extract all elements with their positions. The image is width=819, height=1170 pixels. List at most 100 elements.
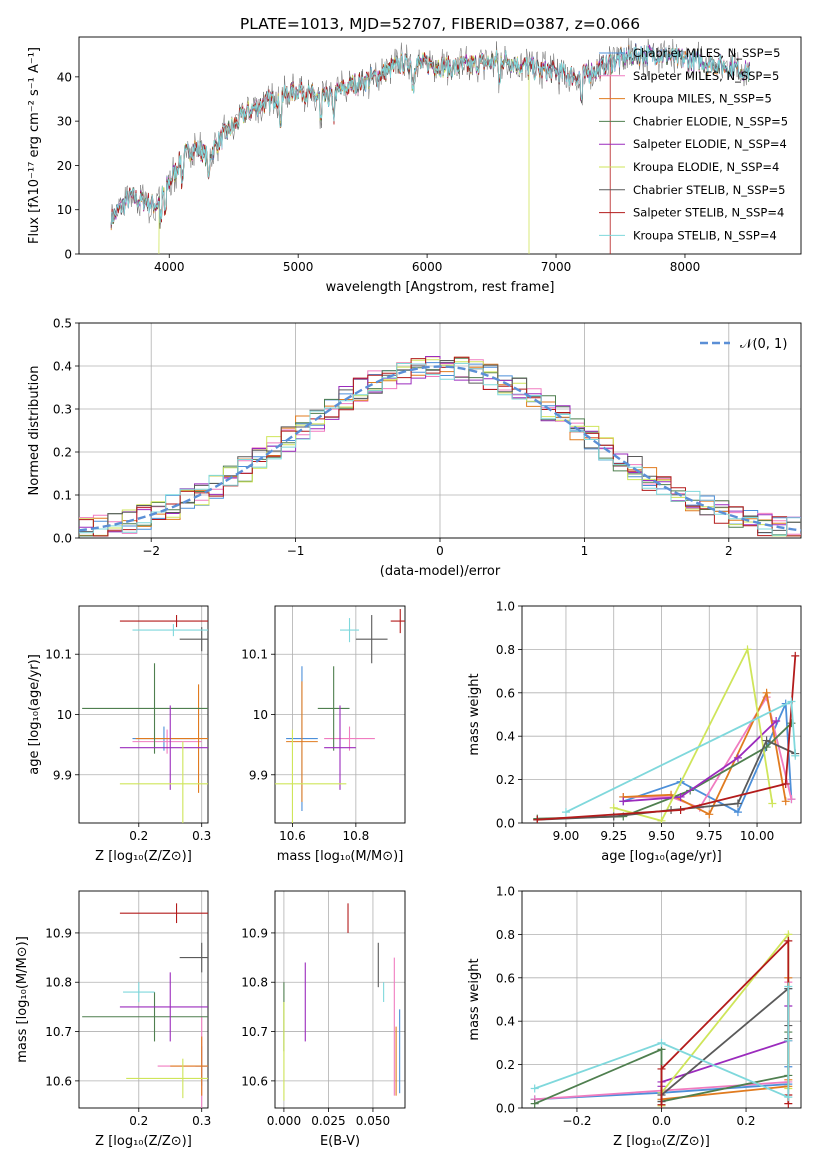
x-axis-label: mass [log₁₀(M/M⊙)] xyxy=(277,849,404,864)
mass-weight-marker xyxy=(784,982,793,991)
x-tick-label: 0.050 xyxy=(356,1114,390,1128)
mass-weight-line xyxy=(537,655,797,821)
y-tick-label: 0.1 xyxy=(53,489,72,503)
y-tick-label: 0.0 xyxy=(496,817,515,831)
residual-histogram xyxy=(79,362,801,536)
mass-weight-marker xyxy=(743,645,752,654)
x-tick-label: 9.25 xyxy=(600,829,627,843)
y-tick-label: 10.6 xyxy=(241,1074,268,1088)
x-tick-label: 9.50 xyxy=(648,829,675,843)
y-tick-label: 9.9 xyxy=(53,768,72,782)
mass-weight-marker xyxy=(533,815,542,823)
mass-weight-marker xyxy=(609,803,618,812)
y-tick-label: 10 xyxy=(57,203,72,217)
x-tick-label: 6000 xyxy=(412,260,443,274)
y-tick-label: 0.0 xyxy=(496,1102,515,1116)
x-tick-label: 0.000 xyxy=(267,1114,301,1128)
mass-weight-marker xyxy=(787,795,796,804)
y-tick-label: 0.2 xyxy=(496,1058,515,1072)
axes-frame xyxy=(78,36,802,255)
x-tick-label: 0 xyxy=(436,544,444,558)
mass-weight-marker xyxy=(530,1099,539,1108)
x-tick-label: −0.2 xyxy=(562,1114,591,1128)
x-tick-label: 9.75 xyxy=(696,829,723,843)
gaussian-reference-curve xyxy=(79,365,801,532)
y-tick-label: 0.4 xyxy=(53,360,72,374)
x-tick-label: 0.2 xyxy=(129,1114,148,1128)
y-tick-label: 1.0 xyxy=(496,600,515,614)
x-tick-label: 5000 xyxy=(283,260,314,274)
y-tick-label: 9.9 xyxy=(249,768,268,782)
y-tick-label: 0.8 xyxy=(496,928,515,942)
mass-weight-marker xyxy=(619,797,628,806)
legend-entry: Salpeter ELODIE, N_SSP=4 xyxy=(633,137,787,151)
y-tick-label: 10 xyxy=(57,708,72,722)
axes-frame xyxy=(78,605,209,824)
x-tick-label: 10.6 xyxy=(279,829,306,843)
y-tick-label: 0.8 xyxy=(496,643,515,657)
x-tick-label: 2 xyxy=(725,544,733,558)
y-tick-label: 0 xyxy=(64,248,72,262)
axes-frame xyxy=(274,890,406,1109)
y-tick-label: 0.5 xyxy=(53,317,72,331)
y-tick-label: 10.7 xyxy=(45,1025,72,1039)
y-tick-label: 10.9 xyxy=(45,926,72,940)
mass-weight-marker xyxy=(676,805,685,814)
axes-frame xyxy=(78,322,802,539)
panel-mass_vs_ebv: 0.000 0.025 0.050 10.6 10.7 10.8 10.9 E(B-V) xyxy=(241,890,406,1149)
x-tick-label: 10.00 xyxy=(740,829,774,843)
mass-weight-marker xyxy=(768,799,777,808)
x-tick-label: 1 xyxy=(581,544,589,558)
plot-content-age_vs_Z xyxy=(82,615,208,823)
x-tick-label: 8000 xyxy=(670,260,701,274)
y-tick-label: 0.4 xyxy=(496,730,515,744)
mass-weight-marker xyxy=(657,816,666,823)
y-tick-label: 10.7 xyxy=(241,1025,268,1039)
mass-weight-marker xyxy=(791,751,800,760)
y-axis-label: Normed distribution xyxy=(27,366,42,496)
mass-weight-marker xyxy=(787,719,796,728)
x-tick-label: 9.00 xyxy=(553,829,580,843)
plot-content-weight_vs_Z xyxy=(530,930,793,1108)
plot-content-weight_vs_age xyxy=(533,645,800,823)
y-tick-label: 0.2 xyxy=(53,446,72,460)
y-axis-label: mass weight xyxy=(467,673,482,755)
figure-title: PLATE=1013, MJD=52707, FIBERID=0387, z=0… xyxy=(240,15,640,33)
plot-content-residuals xyxy=(79,356,801,537)
plot-content-mass_vs_ebv xyxy=(283,903,401,1101)
y-tick-label: 0.6 xyxy=(496,686,515,700)
residual-histogram xyxy=(79,356,801,537)
x-tick-label: 4000 xyxy=(154,260,185,274)
mass-weight-marker xyxy=(787,697,796,706)
x-tick-label: 0.025 xyxy=(311,1114,345,1128)
mass-weight-marker xyxy=(705,810,714,819)
mass-weight-marker xyxy=(657,1064,666,1073)
y-tick-label: 20 xyxy=(57,159,72,173)
mass-weight-marker xyxy=(762,688,771,697)
mass-weight-line xyxy=(661,977,790,1101)
y-tick-label: 1.0 xyxy=(496,885,515,899)
panel-age_vs_mass: 10.6 10.8 9.9 10 10.1 mass [log₁₀(M/M⊙)] xyxy=(241,605,406,864)
y-axis-label: Flux [fλ10⁻¹⁷ erg cm⁻² s⁻¹ A⁻¹] xyxy=(27,47,42,244)
mass-weight-marker xyxy=(733,799,742,808)
y-tick-label: 10.8 xyxy=(45,976,72,990)
mass-weight-marker xyxy=(733,753,742,762)
mass-weight-marker xyxy=(781,797,790,806)
y-tick-label: 10.6 xyxy=(45,1074,72,1088)
y-tick-label: 10.8 xyxy=(241,976,268,990)
panel-residuals: −2 −1 0 1 2 0.0 0.1 0.2 0.3 0.4 0.5 (data-model)/er… xyxy=(27,317,802,579)
y-axis-label: age [log₁₀(age/yr)] xyxy=(27,654,42,775)
x-tick-label: 7000 xyxy=(541,260,572,274)
mass-weight-marker xyxy=(784,936,793,945)
x-tick-label: 10.8 xyxy=(342,829,369,843)
mass-weight-marker xyxy=(676,792,685,801)
legend-entry: Salpeter STELIB, N_SSP=4 xyxy=(633,206,784,220)
plot-content-spectrum xyxy=(110,38,750,254)
y-axis-label: mass [log₁₀(M/M⊙)] xyxy=(15,936,30,1063)
x-tick-label: −2 xyxy=(142,544,160,558)
legend-entry: Chabrier STELIB, N_SSP=5 xyxy=(633,183,785,197)
x-tick-label: 0.2 xyxy=(736,1114,755,1128)
x-tick-label: −1 xyxy=(287,544,305,558)
x-tick-label: 0.0 xyxy=(652,1114,671,1128)
